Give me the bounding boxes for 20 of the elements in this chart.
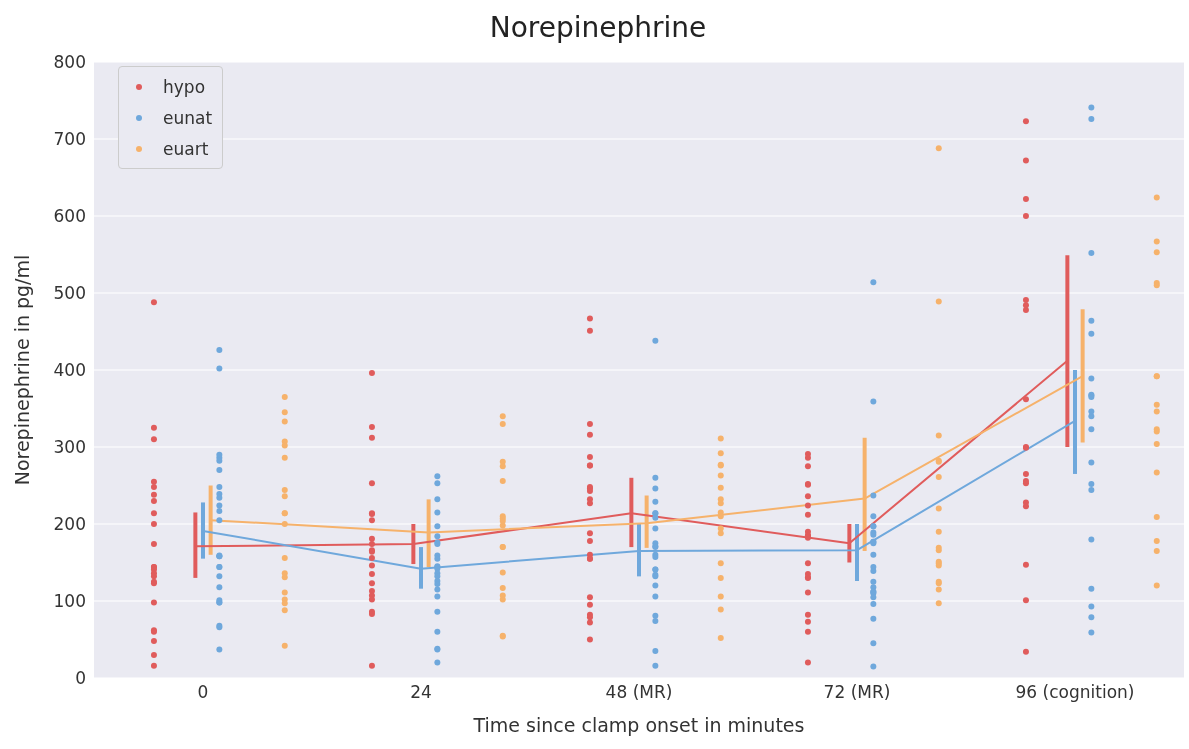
y-tick-label: 400 xyxy=(53,360,86,381)
y-tick-label: 300 xyxy=(53,437,86,458)
x-tick-label: 0 xyxy=(197,682,209,703)
y-tick-label: 700 xyxy=(53,129,86,150)
x-tick-label: 72 (MR) xyxy=(823,682,891,703)
legend-label: euart xyxy=(163,138,209,159)
y-tick-label: 0 xyxy=(75,668,86,689)
legend-label: hypo xyxy=(163,76,206,97)
x-tick-label: 24 xyxy=(410,682,432,703)
chart-title: Norepinephrine xyxy=(488,10,708,46)
y-tick-label: 800 xyxy=(53,52,86,73)
y-tick-label: 100 xyxy=(53,591,86,612)
x-axis-title: Time since clamp onset in minutes xyxy=(472,714,805,736)
x-tick-label: 48 (MR) xyxy=(605,682,673,703)
legend-label: eunat xyxy=(163,107,213,128)
y-tick-label: 500 xyxy=(53,283,86,304)
y-tick-label: 200 xyxy=(53,514,86,535)
x-tick-label: 96 (cognition) xyxy=(1015,682,1135,703)
y-axis-title: Norepinephrine in pg/ml xyxy=(10,254,33,486)
y-tick-label: 600 xyxy=(53,206,86,227)
